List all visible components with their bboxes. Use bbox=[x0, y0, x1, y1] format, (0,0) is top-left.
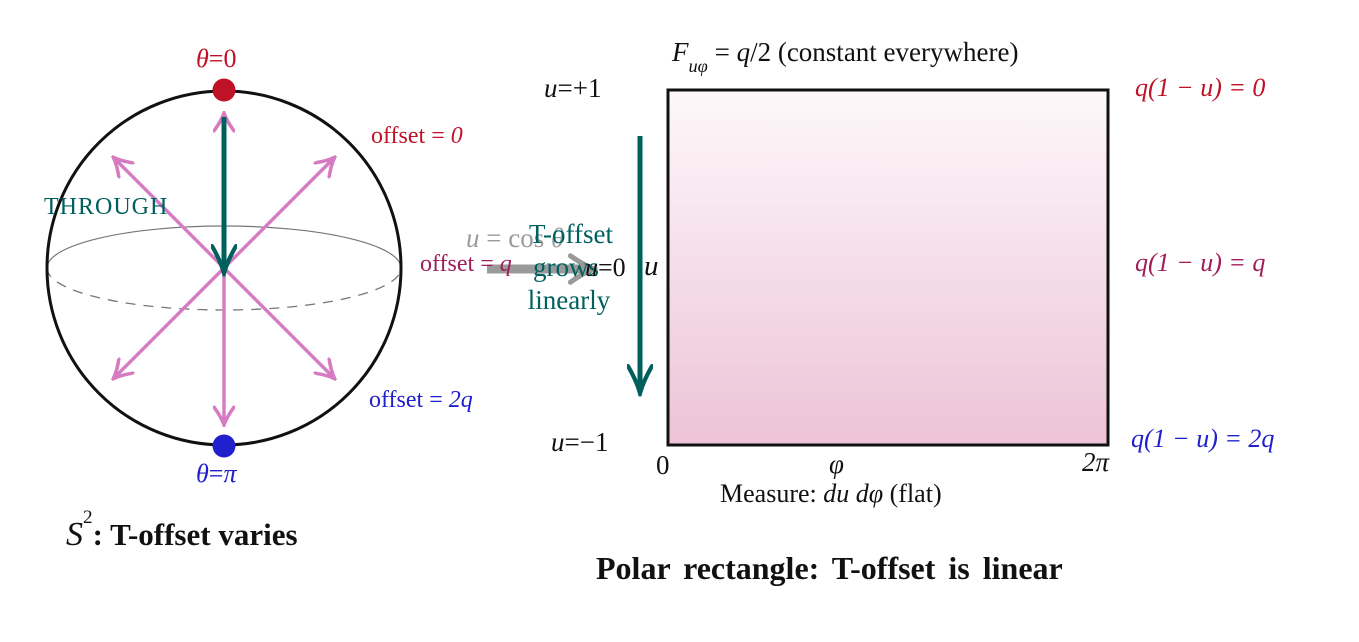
flux-q: q bbox=[736, 37, 751, 67]
pink-arrow-down-right bbox=[222, 266, 334, 378]
offset-2q-text: offset = bbox=[369, 387, 449, 413]
north-pole-label: θ=0 bbox=[196, 45, 236, 72]
offset-2q-label: offset = 2q bbox=[369, 387, 473, 413]
flux-rest: /2 (constant everywhere) bbox=[750, 37, 1019, 67]
sphere-caption: S2: T-offset varies bbox=[66, 508, 298, 553]
x-tick-zero: 0 bbox=[656, 450, 670, 480]
u-plus-one-value: =+1 bbox=[557, 73, 602, 103]
offset-formula-bottom: q(1 − u) = 2q bbox=[1131, 424, 1275, 453]
measure-math: du dφ bbox=[823, 479, 884, 508]
u-axis-label: u bbox=[644, 250, 659, 282]
note-line-2: grows bbox=[533, 252, 599, 282]
note-line-1: T-offset bbox=[529, 219, 613, 249]
offset-2q-value: 2q bbox=[448, 387, 473, 413]
flux-subscript: uφ bbox=[688, 55, 708, 76]
polar-rectangle bbox=[666, 88, 1110, 447]
offset-zero-text: offset = bbox=[371, 123, 451, 149]
flux-title: Fuφ = q/2 (constant everywhere) bbox=[672, 37, 1019, 76]
u-var-bottom: u bbox=[551, 427, 565, 457]
offset-q-value: q bbox=[499, 251, 512, 277]
offset-q-label: offset = q bbox=[420, 251, 512, 277]
u-plus-one-label: u=+1 bbox=[544, 74, 601, 102]
theta-symbol: θ bbox=[196, 44, 209, 73]
u-var-mid: u bbox=[585, 253, 598, 282]
pi-symbol: π bbox=[223, 459, 237, 488]
offset-formula-top: q(1 − u) = 0 bbox=[1135, 73, 1266, 102]
offset-zero-label: offset = 0 bbox=[371, 123, 463, 149]
measure-suffix: (flat) bbox=[883, 479, 942, 508]
map-formula: u = cos θ bbox=[466, 224, 564, 252]
rectangle-caption: Polar rectangle: T-offset is linear bbox=[596, 550, 1063, 586]
measure-prefix: Measure: bbox=[720, 479, 824, 508]
map-formula-eq-cos: = cos bbox=[479, 223, 551, 253]
south-pole-dot bbox=[212, 434, 236, 458]
map-formula-u: u bbox=[466, 223, 480, 253]
phi-axis-label: φ bbox=[829, 449, 844, 479]
u-minus-one-label: u=−1 bbox=[551, 428, 608, 456]
measure-label: Measure: du dφ (flat) bbox=[720, 480, 942, 507]
x-tick-2pi: 2π bbox=[1082, 447, 1110, 477]
pink-arrow-up-right bbox=[222, 158, 334, 270]
sphere-caption-text: : T-offset varies bbox=[92, 517, 298, 552]
u-minus-one-value: =−1 bbox=[564, 427, 609, 457]
theta-symbol-bottom: θ bbox=[196, 459, 209, 488]
offset-zero-value: 0 bbox=[450, 123, 463, 149]
s2-superscript: 2 bbox=[83, 507, 93, 529]
north-pole-dot bbox=[212, 78, 236, 102]
flux-equals: = bbox=[707, 37, 737, 67]
flux-F: F bbox=[672, 37, 689, 67]
s2-symbol: S bbox=[66, 516, 83, 553]
note-line-3: linearly bbox=[527, 285, 611, 315]
map-formula-theta: θ bbox=[550, 223, 565, 253]
u-zero-value: =0 bbox=[598, 253, 626, 282]
pink-arrow-up-left bbox=[114, 158, 226, 270]
offset-formula-mid: q(1 − u) = q bbox=[1135, 248, 1266, 277]
theta-value: =0 bbox=[208, 44, 237, 73]
equals-sign: = bbox=[208, 459, 224, 488]
u-zero-label: u=0 bbox=[585, 254, 626, 281]
pink-arrow-down-left bbox=[114, 266, 226, 378]
offset-q-text: offset = bbox=[420, 251, 500, 277]
u-var: u bbox=[544, 73, 558, 103]
south-pole-label: θ=π bbox=[196, 460, 236, 487]
through-label: THROUGH bbox=[44, 194, 169, 220]
